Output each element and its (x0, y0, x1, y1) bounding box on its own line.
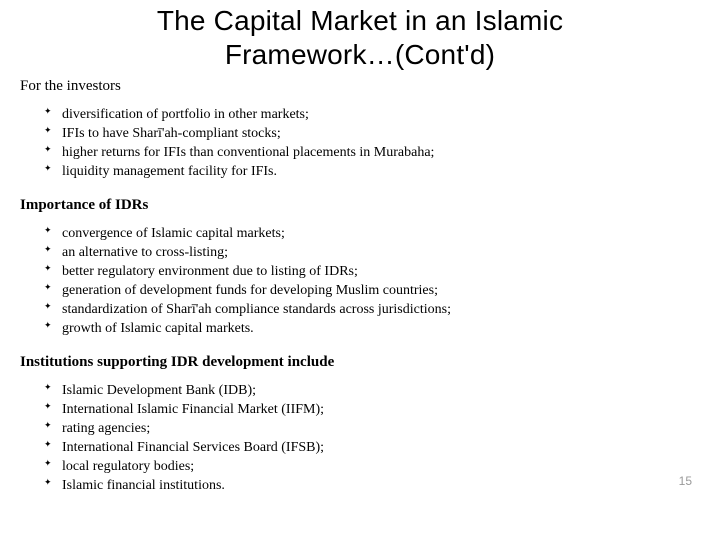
list-item: Islamic Development Bank (IDB); (44, 381, 700, 400)
list-item: liquidity management facility for IFIs. (44, 162, 700, 181)
slide-page: The Capital Market in an Islamic Framewo… (0, 0, 720, 540)
section-heading-importance: Importance of IDRs (20, 197, 700, 214)
list-item: International Financial Services Board (… (44, 438, 700, 457)
bullet-list-investors: diversification of portfolio in other ma… (20, 105, 700, 181)
section-heading-institutions: Institutions supporting IDR development … (20, 354, 700, 371)
list-item: diversification of portfolio in other ma… (44, 105, 700, 124)
list-item: generation of development funds for deve… (44, 281, 700, 300)
list-item: rating agencies; (44, 419, 700, 438)
list-item: higher returns for IFIs than conventiona… (44, 143, 700, 162)
list-item: International Islamic Financial Market (… (44, 400, 700, 419)
list-item: Islamic financial institutions. (44, 476, 700, 495)
list-item: standardization of Sharī'ah compliance s… (44, 300, 700, 319)
list-item: IFIs to have Sharī'ah-compliant stocks; (44, 124, 700, 143)
slide-title-line2: Framework…(Cont'd) (0, 38, 720, 72)
page-number: 15 (679, 474, 692, 488)
slide-title-line1: The Capital Market in an Islamic (0, 4, 720, 38)
content-area: For the investors diversification of por… (20, 78, 700, 530)
list-item: local regulatory bodies; (44, 457, 700, 476)
title-block: The Capital Market in an Islamic Framewo… (0, 4, 720, 72)
list-item: growth of Islamic capital markets. (44, 319, 700, 338)
list-item: an alternative to cross-listing; (44, 243, 700, 262)
section-heading-investors: For the investors (20, 78, 700, 95)
bullet-list-importance: convergence of Islamic capital markets; … (20, 224, 700, 338)
bullet-list-institutions: Islamic Development Bank (IDB); Internat… (20, 381, 700, 495)
list-item: convergence of Islamic capital markets; (44, 224, 700, 243)
list-item: better regulatory environment due to lis… (44, 262, 700, 281)
